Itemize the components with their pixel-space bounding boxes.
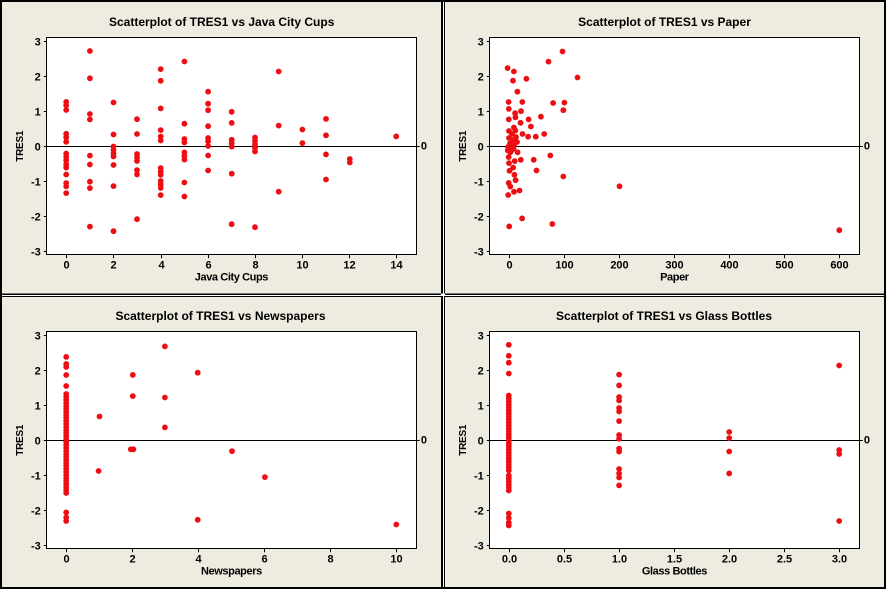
- svg-text:12: 12: [343, 260, 355, 272]
- svg-text:2: 2: [110, 260, 116, 272]
- svg-text:2.5: 2.5: [777, 554, 792, 566]
- svg-text:-1: -1: [31, 176, 41, 188]
- svg-text:Scatterplot of TRES1 vs Java C: Scatterplot of TRES1 vs Java City Cups: [109, 15, 335, 29]
- svg-text:2.0: 2.0: [722, 554, 737, 566]
- svg-text:8: 8: [327, 554, 333, 566]
- svg-text:-3: -3: [31, 540, 41, 552]
- svg-text:1: 1: [478, 400, 484, 412]
- svg-text:Scatterplot of TRES1 vs Paper: Scatterplot of TRES1 vs Paper: [578, 15, 751, 29]
- svg-text:-2: -2: [474, 211, 484, 223]
- svg-text:0: 0: [63, 554, 69, 566]
- svg-text:400: 400: [720, 260, 738, 272]
- svg-text:2: 2: [478, 71, 484, 83]
- svg-text:10: 10: [296, 260, 308, 272]
- svg-text:0.0: 0.0: [502, 554, 517, 566]
- svg-text:-2: -2: [31, 505, 41, 517]
- svg-text:2: 2: [478, 365, 484, 377]
- svg-text:Java City Cups: Java City Cups: [195, 272, 269, 284]
- svg-text:0: 0: [35, 435, 41, 447]
- svg-text:2: 2: [35, 365, 41, 377]
- svg-text:4: 4: [195, 554, 202, 566]
- svg-text:14: 14: [390, 260, 403, 272]
- svg-text:-3: -3: [474, 246, 484, 258]
- svg-text:3: 3: [478, 36, 484, 48]
- svg-text:-1: -1: [474, 470, 484, 482]
- svg-text:3.0: 3.0: [832, 554, 847, 566]
- svg-text:Scatterplot of TRES1 vs Newspa: Scatterplot of TRES1 vs Newspapers: [115, 309, 325, 323]
- svg-text:0: 0: [864, 435, 870, 447]
- svg-text:1: 1: [35, 400, 41, 412]
- svg-text:0: 0: [35, 141, 41, 153]
- svg-text:TRES1: TRES1: [458, 130, 469, 162]
- svg-text:-1: -1: [31, 470, 41, 482]
- svg-text:Scatterplot of TRES1 vs Glass: Scatterplot of TRES1 vs Glass Bottles: [556, 309, 772, 323]
- svg-text:6: 6: [205, 260, 211, 272]
- svg-text:0: 0: [864, 141, 870, 153]
- svg-text:1.0: 1.0: [612, 554, 627, 566]
- svg-text:0: 0: [478, 435, 484, 447]
- svg-text:2: 2: [35, 71, 41, 83]
- svg-text:0.5: 0.5: [557, 554, 572, 566]
- svg-text:Paper: Paper: [660, 272, 690, 284]
- svg-text:-2: -2: [31, 211, 41, 223]
- svg-text:4: 4: [158, 260, 165, 272]
- svg-text:1: 1: [35, 106, 41, 118]
- svg-text:TRES1: TRES1: [458, 424, 469, 456]
- svg-text:8: 8: [252, 260, 258, 272]
- svg-text:0: 0: [506, 260, 512, 272]
- svg-text:10: 10: [390, 554, 402, 566]
- svg-text:1: 1: [478, 106, 484, 118]
- svg-text:500: 500: [775, 260, 793, 272]
- svg-text:0: 0: [421, 435, 427, 447]
- svg-text:2: 2: [129, 554, 135, 566]
- svg-text:TRES1: TRES1: [15, 424, 26, 456]
- svg-text:Glass Bottles: Glass Bottles: [642, 566, 707, 578]
- svg-text:0: 0: [421, 141, 427, 153]
- svg-text:6: 6: [261, 554, 267, 566]
- svg-text:300: 300: [665, 260, 683, 272]
- svg-text:-2: -2: [474, 505, 484, 517]
- svg-text:TRES1: TRES1: [15, 130, 26, 162]
- svg-text:200: 200: [610, 260, 628, 272]
- svg-text:100: 100: [555, 260, 573, 272]
- svg-text:3: 3: [478, 330, 484, 342]
- svg-text:1.5: 1.5: [667, 554, 682, 566]
- svg-text:-3: -3: [31, 246, 41, 258]
- svg-text:3: 3: [35, 330, 41, 342]
- svg-text:Newspapers: Newspapers: [201, 566, 262, 578]
- svg-text:600: 600: [830, 260, 848, 272]
- svg-text:3: 3: [35, 36, 41, 48]
- svg-text:-1: -1: [474, 176, 484, 188]
- svg-text:0: 0: [478, 141, 484, 153]
- svg-text:0: 0: [63, 260, 69, 272]
- svg-text:-3: -3: [474, 540, 484, 552]
